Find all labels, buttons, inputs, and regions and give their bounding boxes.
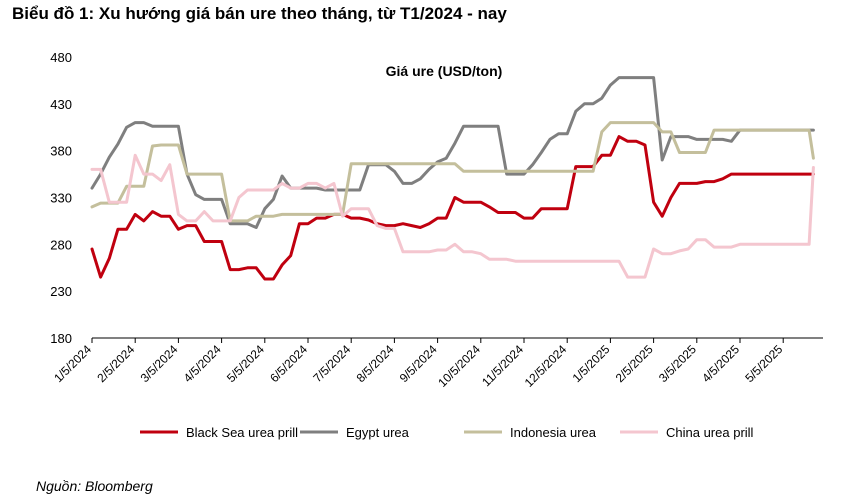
x-tick-label: 11/5/2024 bbox=[479, 342, 526, 389]
x-tick-label: 9/5/2024 bbox=[397, 342, 440, 385]
x-tick-label: 2/5/2024 bbox=[94, 342, 137, 385]
series-line-indonesia-urea bbox=[90, 121, 815, 223]
x-tick-label: 12/5/2024 bbox=[522, 342, 570, 390]
series-lines bbox=[90, 76, 815, 281]
series-line-egypt-urea bbox=[90, 76, 815, 229]
x-tick-label: 4/5/2025 bbox=[699, 342, 742, 385]
legend-label: Black Sea urea prill bbox=[186, 425, 298, 440]
series-line-black-sea-urea-prill bbox=[90, 135, 815, 281]
x-tick-label: 5/5/2024 bbox=[224, 342, 267, 385]
legend-label: China urea prill bbox=[666, 425, 754, 440]
legend: Black Sea urea prill Egypt urea Indonesia … bbox=[140, 425, 754, 440]
x-tick-label: 3/5/2025 bbox=[656, 342, 699, 385]
x-tick-label: 4/5/2024 bbox=[181, 342, 224, 385]
chart-subtitle: Giá ure (USD/ton) bbox=[386, 63, 503, 79]
y-tick-label: 230 bbox=[50, 284, 72, 299]
series-line-china-urea-prill bbox=[90, 153, 815, 279]
x-tick-label: 10/5/2024 bbox=[435, 342, 483, 390]
y-tick-label: 380 bbox=[50, 144, 72, 159]
source-note: Nguồn: Bloomberg bbox=[36, 478, 153, 494]
x-tick-label: 5/5/2025 bbox=[742, 342, 785, 385]
x-tick-label: 2/5/2025 bbox=[613, 342, 656, 385]
x-tick-label: 7/5/2024 bbox=[310, 342, 353, 385]
legend-label: Indonesia urea bbox=[510, 425, 597, 440]
x-tick-label: 8/5/2024 bbox=[354, 342, 397, 385]
legend-label: Egypt urea bbox=[346, 425, 410, 440]
x-tick-label: 6/5/2024 bbox=[267, 342, 310, 385]
y-tick-label: 480 bbox=[50, 50, 72, 65]
x-tick-label: 1/5/2025 bbox=[570, 342, 613, 385]
y-tick-label: 180 bbox=[50, 331, 72, 346]
line-chart: Giá ure (USD/ton) 180 230 280 330 380 430 480 1… bbox=[50, 50, 823, 440]
chart-title: Biểu đồ 1: Xu hướng giá bán ure theo thá… bbox=[12, 4, 507, 23]
x-tick-label: 3/5/2024 bbox=[138, 342, 181, 385]
y-tick-label: 330 bbox=[50, 191, 72, 206]
y-tick-label: 280 bbox=[50, 237, 72, 252]
y-tick-label: 430 bbox=[50, 97, 72, 112]
x-tick-label: 1/5/2024 bbox=[51, 342, 94, 385]
